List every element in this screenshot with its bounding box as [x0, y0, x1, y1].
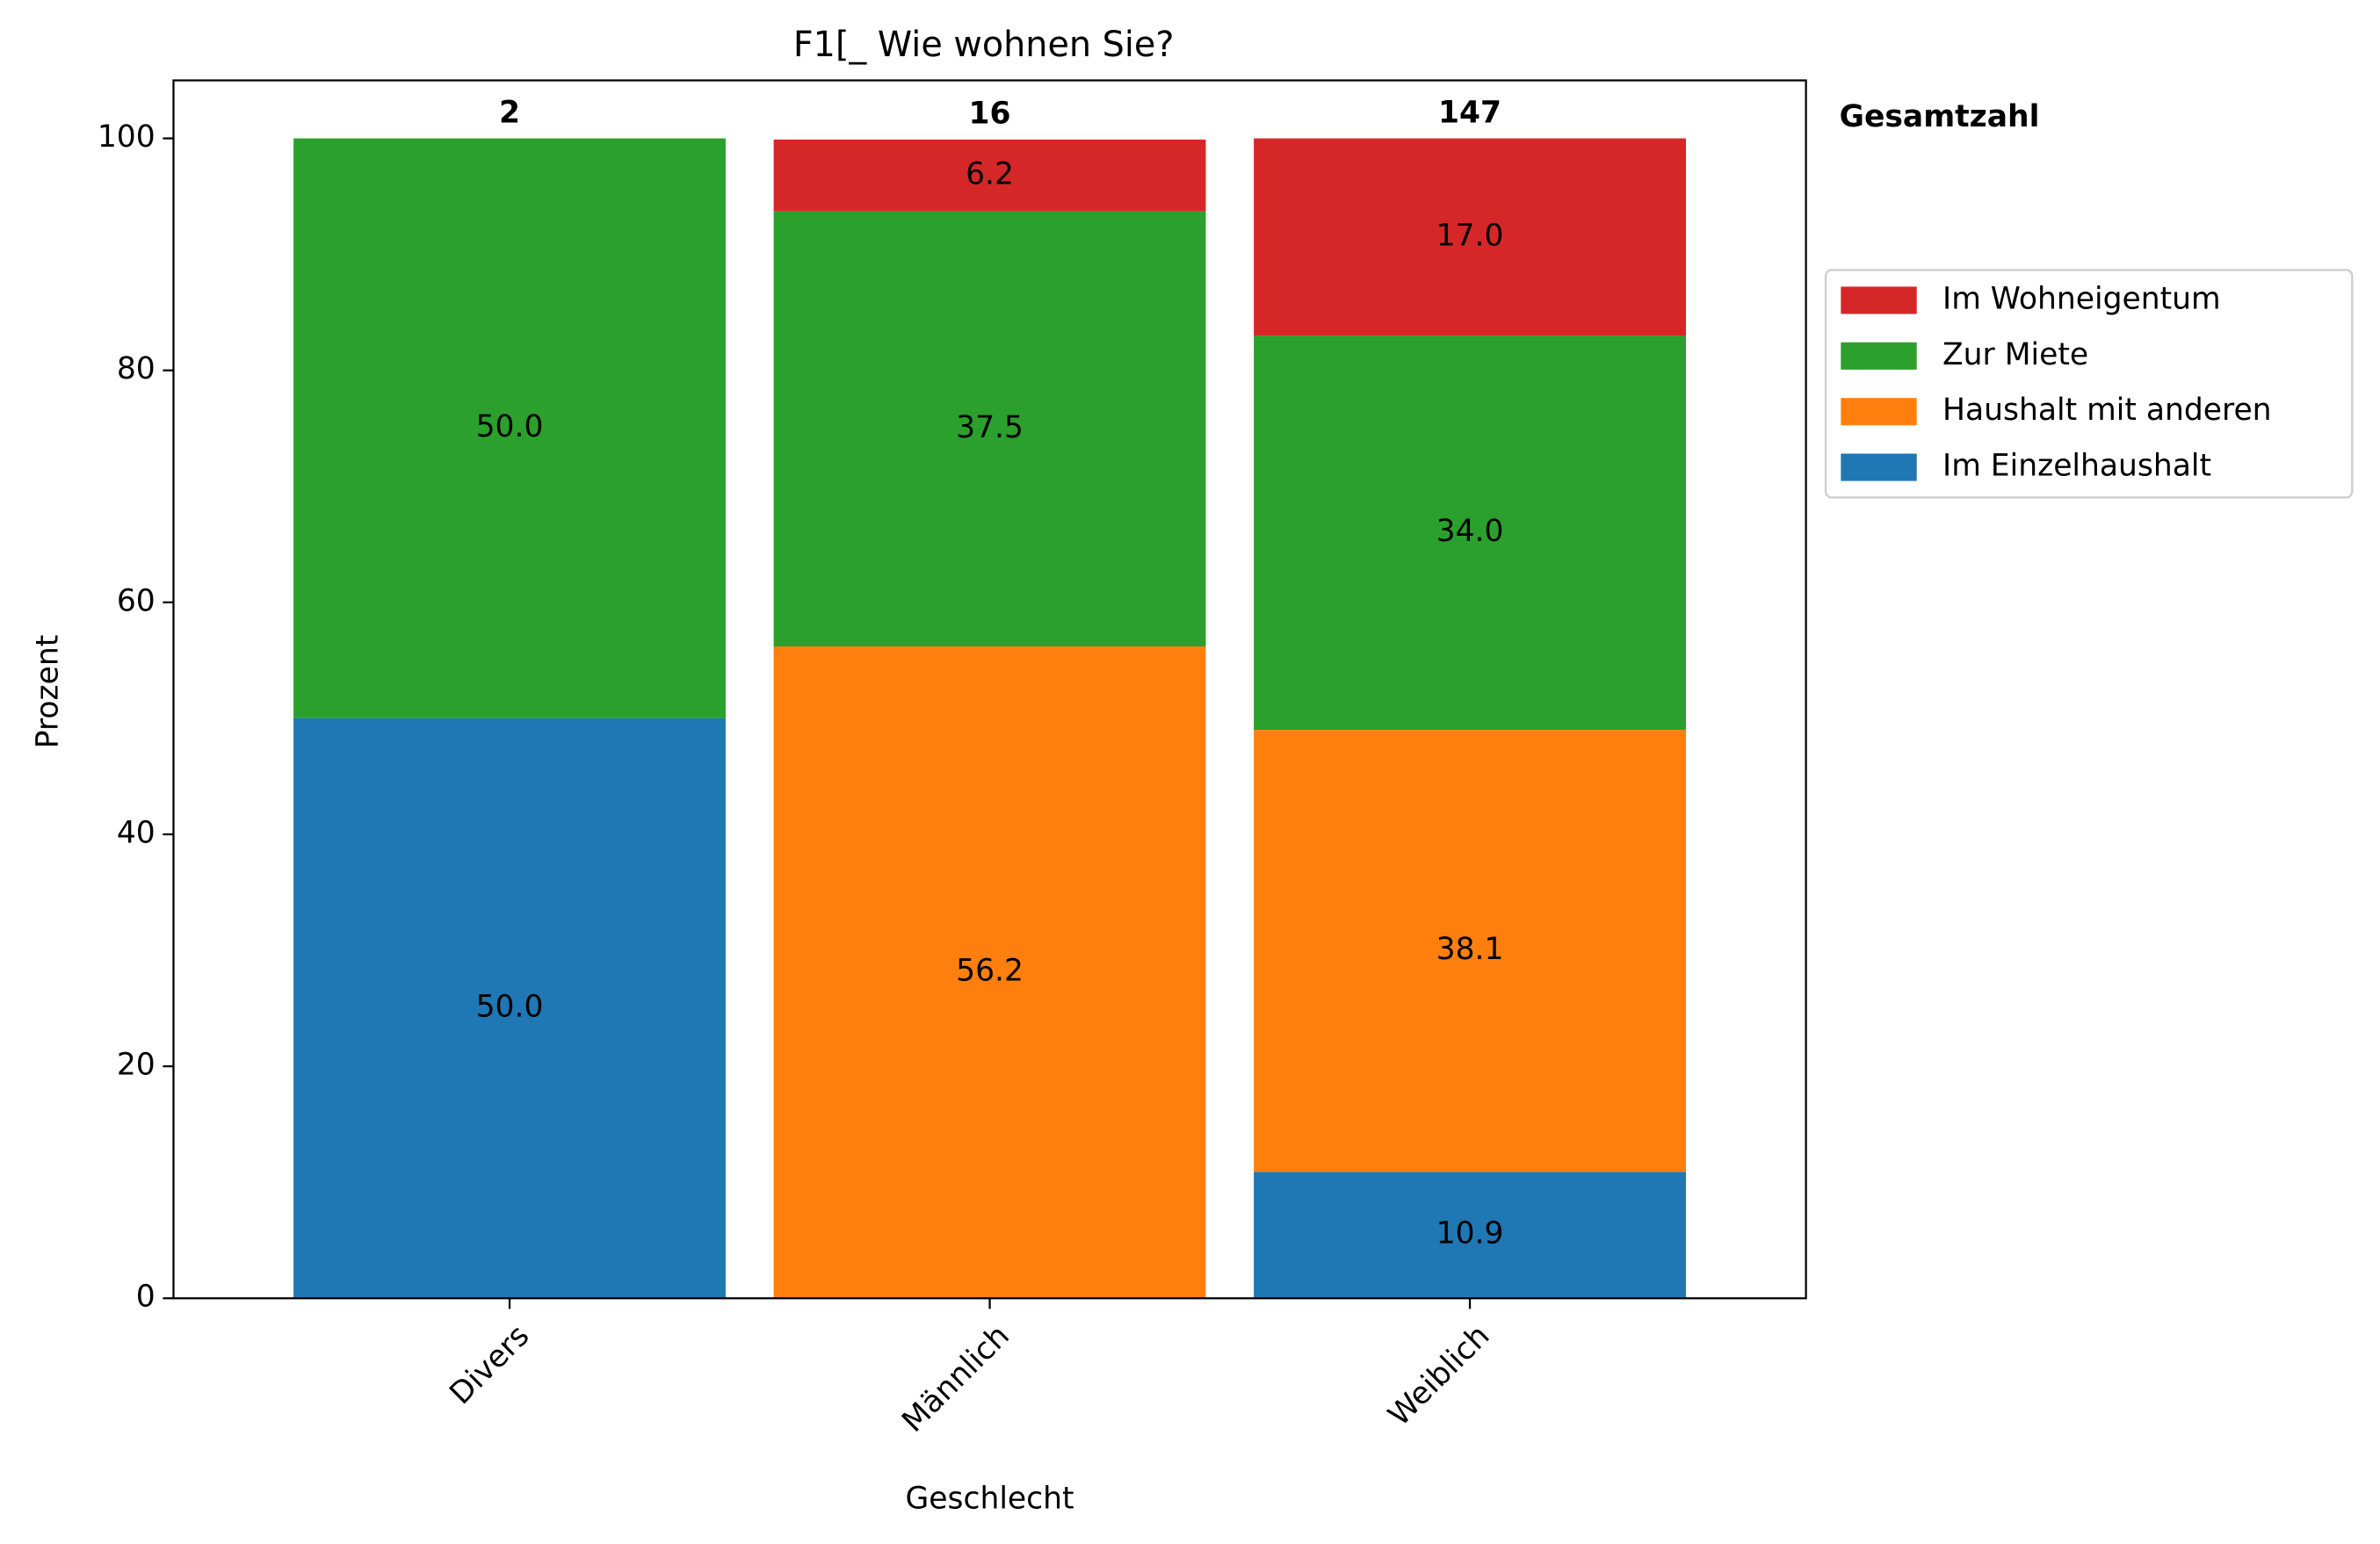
y-tick-label: 20	[117, 1048, 156, 1083]
total-label: 2	[499, 95, 520, 130]
y-tick-label: 0	[136, 1280, 156, 1315]
value-label: 10.9	[1436, 1216, 1504, 1252]
legend-swatch	[1841, 398, 1917, 426]
legend-label: Im Wohneigentum	[1942, 281, 2221, 316]
total-label: 16	[969, 97, 1011, 132]
value-label: 37.5	[956, 410, 1024, 445]
legend-swatch	[1841, 453, 1917, 481]
total-label: 147	[1438, 95, 1501, 130]
legend-swatch	[1841, 342, 1917, 370]
value-label: 56.2	[956, 954, 1024, 989]
x-axis-label: Geschlecht	[906, 1481, 1074, 1516]
totals-title: Gesamtzahl	[1840, 99, 2040, 134]
bar-segment	[1254, 1172, 1686, 1299]
value-label: 50.0	[476, 990, 544, 1025]
y-tick-label: 40	[117, 815, 156, 850]
bar-segment	[293, 718, 726, 1299]
bar-segment	[1254, 335, 1686, 731]
bar-segment	[773, 139, 1206, 212]
bar-segment	[773, 211, 1206, 647]
legend-label: Zur Miete	[1942, 337, 2088, 372]
value-label: 34.0	[1436, 514, 1504, 549]
bar-segment	[293, 138, 726, 718]
plot-frame	[172, 79, 1807, 1300]
bar-segment	[1254, 138, 1686, 336]
y-axis-label: Prozent	[30, 635, 65, 749]
y-tick-label: 80	[117, 351, 156, 386]
y-tick-label: 100	[98, 119, 156, 155]
value-label: 38.1	[1436, 932, 1504, 967]
bar-segment	[773, 646, 1206, 1299]
value-label: 17.0	[1436, 218, 1504, 253]
bar-segment	[1254, 730, 1686, 1172]
value-label: 6.2	[966, 156, 1014, 191]
chart-title: F1[_ Wie wohnen Sie?	[793, 25, 1175, 65]
legend-swatch	[1841, 286, 1917, 314]
legend-label: Im Einzelhaushalt	[1942, 449, 2211, 484]
legend-box	[1824, 269, 2354, 499]
y-tick-label: 60	[117, 583, 156, 618]
value-label: 50.0	[476, 409, 544, 444]
legend-label: Haushalt mit anderen	[1942, 393, 2272, 428]
